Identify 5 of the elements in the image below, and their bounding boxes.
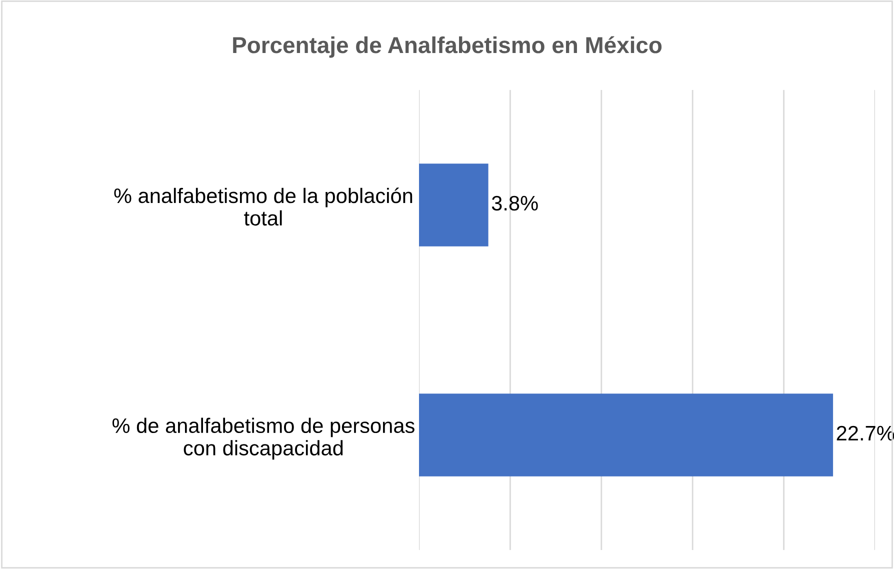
chart-title: Porcentaje de Analfabetismo en México — [233, 36, 662, 58]
data-label: 3.8% — [492, 196, 538, 211]
y-tick-label: % de analfabetismo de personas con discapacidad — [112, 418, 414, 460]
y-tick-label: % analfabetismo de la población total — [114, 188, 412, 226]
data-label: 22.7% — [836, 426, 894, 441]
